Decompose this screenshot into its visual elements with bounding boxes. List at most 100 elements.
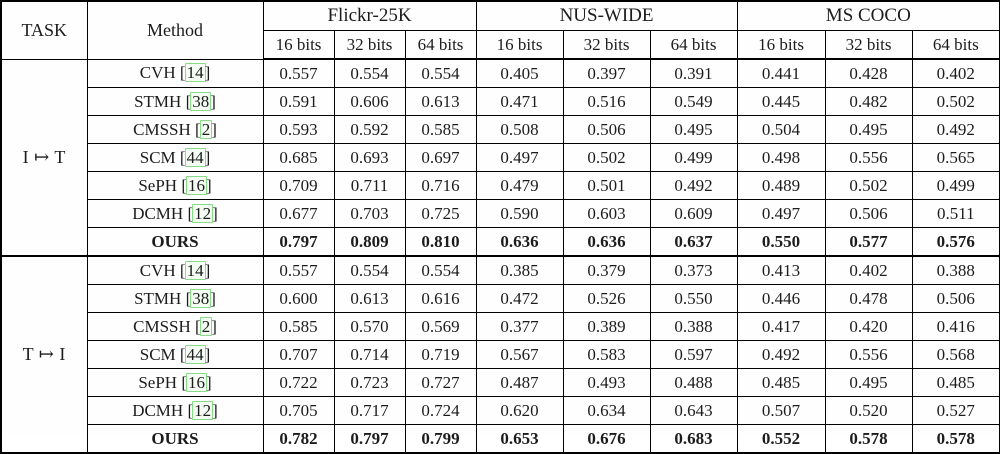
citation-link[interactable]: 14 bbox=[184, 260, 206, 280]
value-cell: 0.526 bbox=[562, 284, 651, 313]
value-cell: 0.593 bbox=[262, 115, 335, 144]
method-name: STMH bbox=[134, 91, 182, 111]
citation-link[interactable]: 12 bbox=[192, 203, 214, 223]
citation-link[interactable]: 16 bbox=[185, 175, 207, 195]
method-name: CMSSH bbox=[133, 119, 191, 139]
method-name: CVH bbox=[139, 63, 176, 83]
table-row: SCM [44] 0.685 0.693 0.697 0.497 0.502 0.499 0.… bbox=[1, 143, 1000, 172]
table-row: DCMH [12] 0.677 0.703 0.725 0.590 0.603 0.609 0… bbox=[1, 199, 1000, 228]
value-cell: 0.554 bbox=[404, 58, 477, 88]
citation-link[interactable]: 44 bbox=[184, 147, 206, 167]
value-cell: 0.705 bbox=[262, 396, 335, 425]
value-cell: 0.492 bbox=[911, 115, 1000, 144]
method-name: OURS bbox=[151, 428, 199, 448]
value-cell: 0.600 bbox=[262, 284, 335, 313]
value-cell: 0.502 bbox=[911, 87, 1000, 116]
citation-link[interactable]: 14 bbox=[184, 63, 206, 83]
value-cell: 0.592 bbox=[333, 115, 406, 144]
value-cell: 0.725 bbox=[404, 199, 477, 228]
bits-header: 64 bits bbox=[404, 30, 477, 60]
method-name: CVH bbox=[139, 260, 176, 280]
citation-link[interactable]: 2 bbox=[199, 316, 213, 336]
value-cell: 0.616 bbox=[404, 284, 477, 313]
value-cell: 0.590 bbox=[475, 199, 564, 228]
value-cell: 0.643 bbox=[649, 396, 738, 425]
value-cell: 0.782 bbox=[262, 424, 335, 454]
value-cell: 0.554 bbox=[333, 255, 406, 285]
value-cell: 0.527 bbox=[911, 396, 1000, 425]
citation-link[interactable]: 2 bbox=[199, 119, 213, 139]
task-label: T ↦ I bbox=[0, 255, 88, 454]
table-row: STMH [38] 0.591 0.606 0.613 0.471 0.516 0.549 0… bbox=[1, 87, 1000, 116]
value-cell: 0.485 bbox=[736, 368, 826, 397]
table-row: I ↦ T CVH [14] 0.557 0.554 0.554 0.405 0.397 0.… bbox=[0, 58, 1000, 257]
value-cell: 0.797 bbox=[333, 424, 406, 454]
value-cell: 0.557 bbox=[262, 58, 335, 88]
header-row-bits: 16 bits 32 bits 64 bits 16 bits 32 bits … bbox=[1, 30, 1000, 60]
value-cell: 0.379 bbox=[562, 255, 651, 285]
method-name: SCM bbox=[139, 344, 176, 364]
value-cell: 0.717 bbox=[333, 396, 406, 425]
value-cell: 0.416 bbox=[911, 312, 1000, 341]
table-header: TASK Method Flickr-25K NUS-WIDE MS COCO … bbox=[0, 0, 1000, 60]
value-cell: 0.567 bbox=[475, 340, 564, 369]
value-cell: 0.495 bbox=[824, 368, 913, 397]
method-cell: SCM [44] bbox=[86, 143, 264, 172]
value-cell: 0.799 bbox=[404, 424, 477, 454]
value-cell: 0.388 bbox=[911, 255, 1000, 285]
method-cell: STMH [38] bbox=[86, 284, 264, 313]
value-cell: 0.550 bbox=[649, 284, 738, 313]
col-header-task: TASK bbox=[0, 0, 88, 60]
value-cell: 0.716 bbox=[404, 171, 477, 200]
citation-link[interactable]: 38 bbox=[190, 288, 212, 308]
value-cell: 0.724 bbox=[404, 396, 477, 425]
value-cell: 0.497 bbox=[736, 199, 826, 228]
value-cell: 0.554 bbox=[333, 58, 406, 88]
bits-header: 32 bits bbox=[824, 30, 913, 60]
citation-link[interactable]: 38 bbox=[190, 91, 212, 111]
value-cell: 0.556 bbox=[824, 143, 913, 172]
value-cell: 0.405 bbox=[475, 58, 564, 88]
value-cell: 0.489 bbox=[736, 171, 826, 200]
value-cell: 0.597 bbox=[649, 340, 738, 369]
value-cell: 0.488 bbox=[649, 368, 738, 397]
value-cell: 0.485 bbox=[911, 368, 1000, 397]
value-cell: 0.388 bbox=[649, 312, 738, 341]
citation-link[interactable]: 44 bbox=[184, 344, 206, 364]
value-cell: 0.613 bbox=[404, 87, 477, 116]
value-cell: 0.507 bbox=[736, 396, 826, 425]
task-label: I ↦ T bbox=[0, 58, 88, 257]
citation-link[interactable]: 16 bbox=[185, 372, 207, 392]
value-cell: 0.493 bbox=[562, 368, 651, 397]
method-name: DCMH bbox=[132, 203, 184, 223]
value-cell: 0.722 bbox=[262, 368, 335, 397]
value-cell: 0.556 bbox=[824, 340, 913, 369]
bits-header: 16 bits bbox=[475, 30, 564, 60]
method-name: DCMH bbox=[132, 400, 184, 420]
value-cell: 0.554 bbox=[404, 255, 477, 285]
value-cell: 0.711 bbox=[333, 171, 406, 200]
value-cell: 0.498 bbox=[736, 143, 826, 172]
dataset-header-nuswide: NUS-WIDE bbox=[475, 0, 738, 31]
value-cell: 0.549 bbox=[649, 87, 738, 116]
value-cell: 0.620 bbox=[475, 396, 564, 425]
value-cell: 0.413 bbox=[736, 255, 826, 285]
table-row: CMSSH [2] 0.585 0.570 0.569 0.377 0.389 0.388 0… bbox=[1, 312, 1000, 341]
table-row: CMSSH [2] 0.593 0.592 0.585 0.508 0.506 0.495 0… bbox=[1, 115, 1000, 144]
dataset-header-mscoco: MS COCO bbox=[736, 0, 1000, 31]
method-cell: CVH [14] bbox=[86, 255, 264, 285]
citation-link[interactable]: 12 bbox=[192, 400, 214, 420]
value-cell: 0.502 bbox=[824, 171, 913, 200]
value-cell: 0.569 bbox=[404, 312, 477, 341]
value-cell: 0.492 bbox=[736, 340, 826, 369]
value-cell: 0.441 bbox=[736, 58, 826, 88]
method-cell: DCMH [12] bbox=[86, 199, 264, 228]
value-cell: 0.402 bbox=[824, 255, 913, 285]
value-cell: 0.697 bbox=[404, 143, 477, 172]
value-cell: 0.516 bbox=[562, 87, 651, 116]
value-cell: 0.550 bbox=[736, 227, 826, 257]
value-cell: 0.707 bbox=[262, 340, 335, 369]
col-header-method: Method bbox=[86, 0, 264, 60]
bits-header: 64 bits bbox=[649, 30, 738, 60]
